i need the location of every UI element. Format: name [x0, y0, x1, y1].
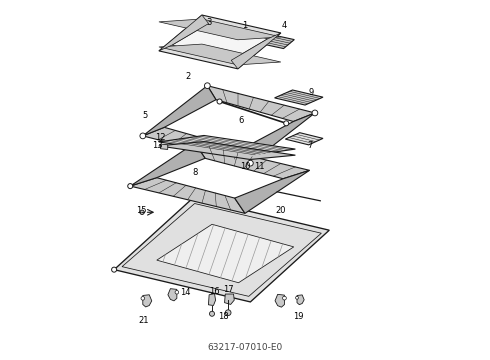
Polygon shape — [159, 135, 295, 156]
Text: 13: 13 — [152, 141, 163, 150]
Polygon shape — [159, 44, 281, 65]
Polygon shape — [157, 224, 294, 283]
Circle shape — [112, 267, 117, 272]
Polygon shape — [235, 170, 310, 213]
Circle shape — [217, 99, 222, 104]
Circle shape — [141, 297, 145, 300]
Circle shape — [128, 184, 133, 189]
Circle shape — [140, 133, 146, 139]
Circle shape — [140, 210, 144, 215]
Circle shape — [210, 311, 215, 316]
Polygon shape — [130, 143, 205, 186]
Polygon shape — [208, 294, 216, 306]
Text: 9: 9 — [309, 87, 314, 96]
Polygon shape — [159, 15, 281, 69]
Text: 21: 21 — [139, 316, 149, 325]
Circle shape — [295, 296, 298, 299]
Polygon shape — [275, 294, 285, 307]
Text: 14: 14 — [181, 288, 191, 297]
Text: 4: 4 — [282, 21, 287, 30]
Circle shape — [312, 110, 318, 116]
Polygon shape — [114, 198, 329, 302]
Text: 15: 15 — [136, 206, 146, 215]
Polygon shape — [130, 178, 245, 213]
Polygon shape — [143, 295, 152, 307]
Polygon shape — [159, 19, 281, 40]
Text: 1: 1 — [243, 21, 247, 30]
Polygon shape — [231, 33, 281, 69]
Text: 16: 16 — [209, 287, 220, 296]
Circle shape — [247, 160, 253, 166]
Text: 6: 6 — [239, 116, 244, 125]
Circle shape — [283, 296, 286, 300]
Text: 10: 10 — [240, 162, 250, 171]
Polygon shape — [224, 294, 234, 305]
Text: 63217-07010-E0: 63217-07010-E0 — [207, 343, 283, 352]
Text: 3: 3 — [206, 18, 212, 27]
Text: 8: 8 — [192, 168, 197, 177]
Text: 11: 11 — [254, 162, 265, 171]
Polygon shape — [274, 90, 323, 105]
Polygon shape — [143, 127, 250, 163]
Polygon shape — [207, 86, 315, 122]
Text: 7: 7 — [307, 141, 312, 150]
Circle shape — [284, 121, 289, 126]
Polygon shape — [172, 23, 268, 60]
Polygon shape — [297, 295, 304, 305]
Text: 2: 2 — [185, 72, 190, 81]
Text: 20: 20 — [275, 206, 286, 215]
Polygon shape — [159, 15, 209, 51]
Polygon shape — [285, 133, 323, 145]
Polygon shape — [195, 143, 310, 179]
Polygon shape — [159, 141, 295, 159]
Text: 19: 19 — [294, 312, 304, 321]
Polygon shape — [168, 289, 177, 301]
Circle shape — [175, 291, 179, 294]
Text: 18: 18 — [218, 312, 229, 321]
Text: 17: 17 — [223, 284, 234, 293]
Circle shape — [204, 83, 210, 89]
Text: 5: 5 — [142, 111, 147, 120]
Polygon shape — [161, 144, 168, 149]
Text: 12: 12 — [155, 133, 166, 142]
Polygon shape — [242, 113, 315, 163]
Circle shape — [225, 310, 231, 316]
Polygon shape — [264, 35, 294, 49]
Polygon shape — [143, 86, 216, 136]
